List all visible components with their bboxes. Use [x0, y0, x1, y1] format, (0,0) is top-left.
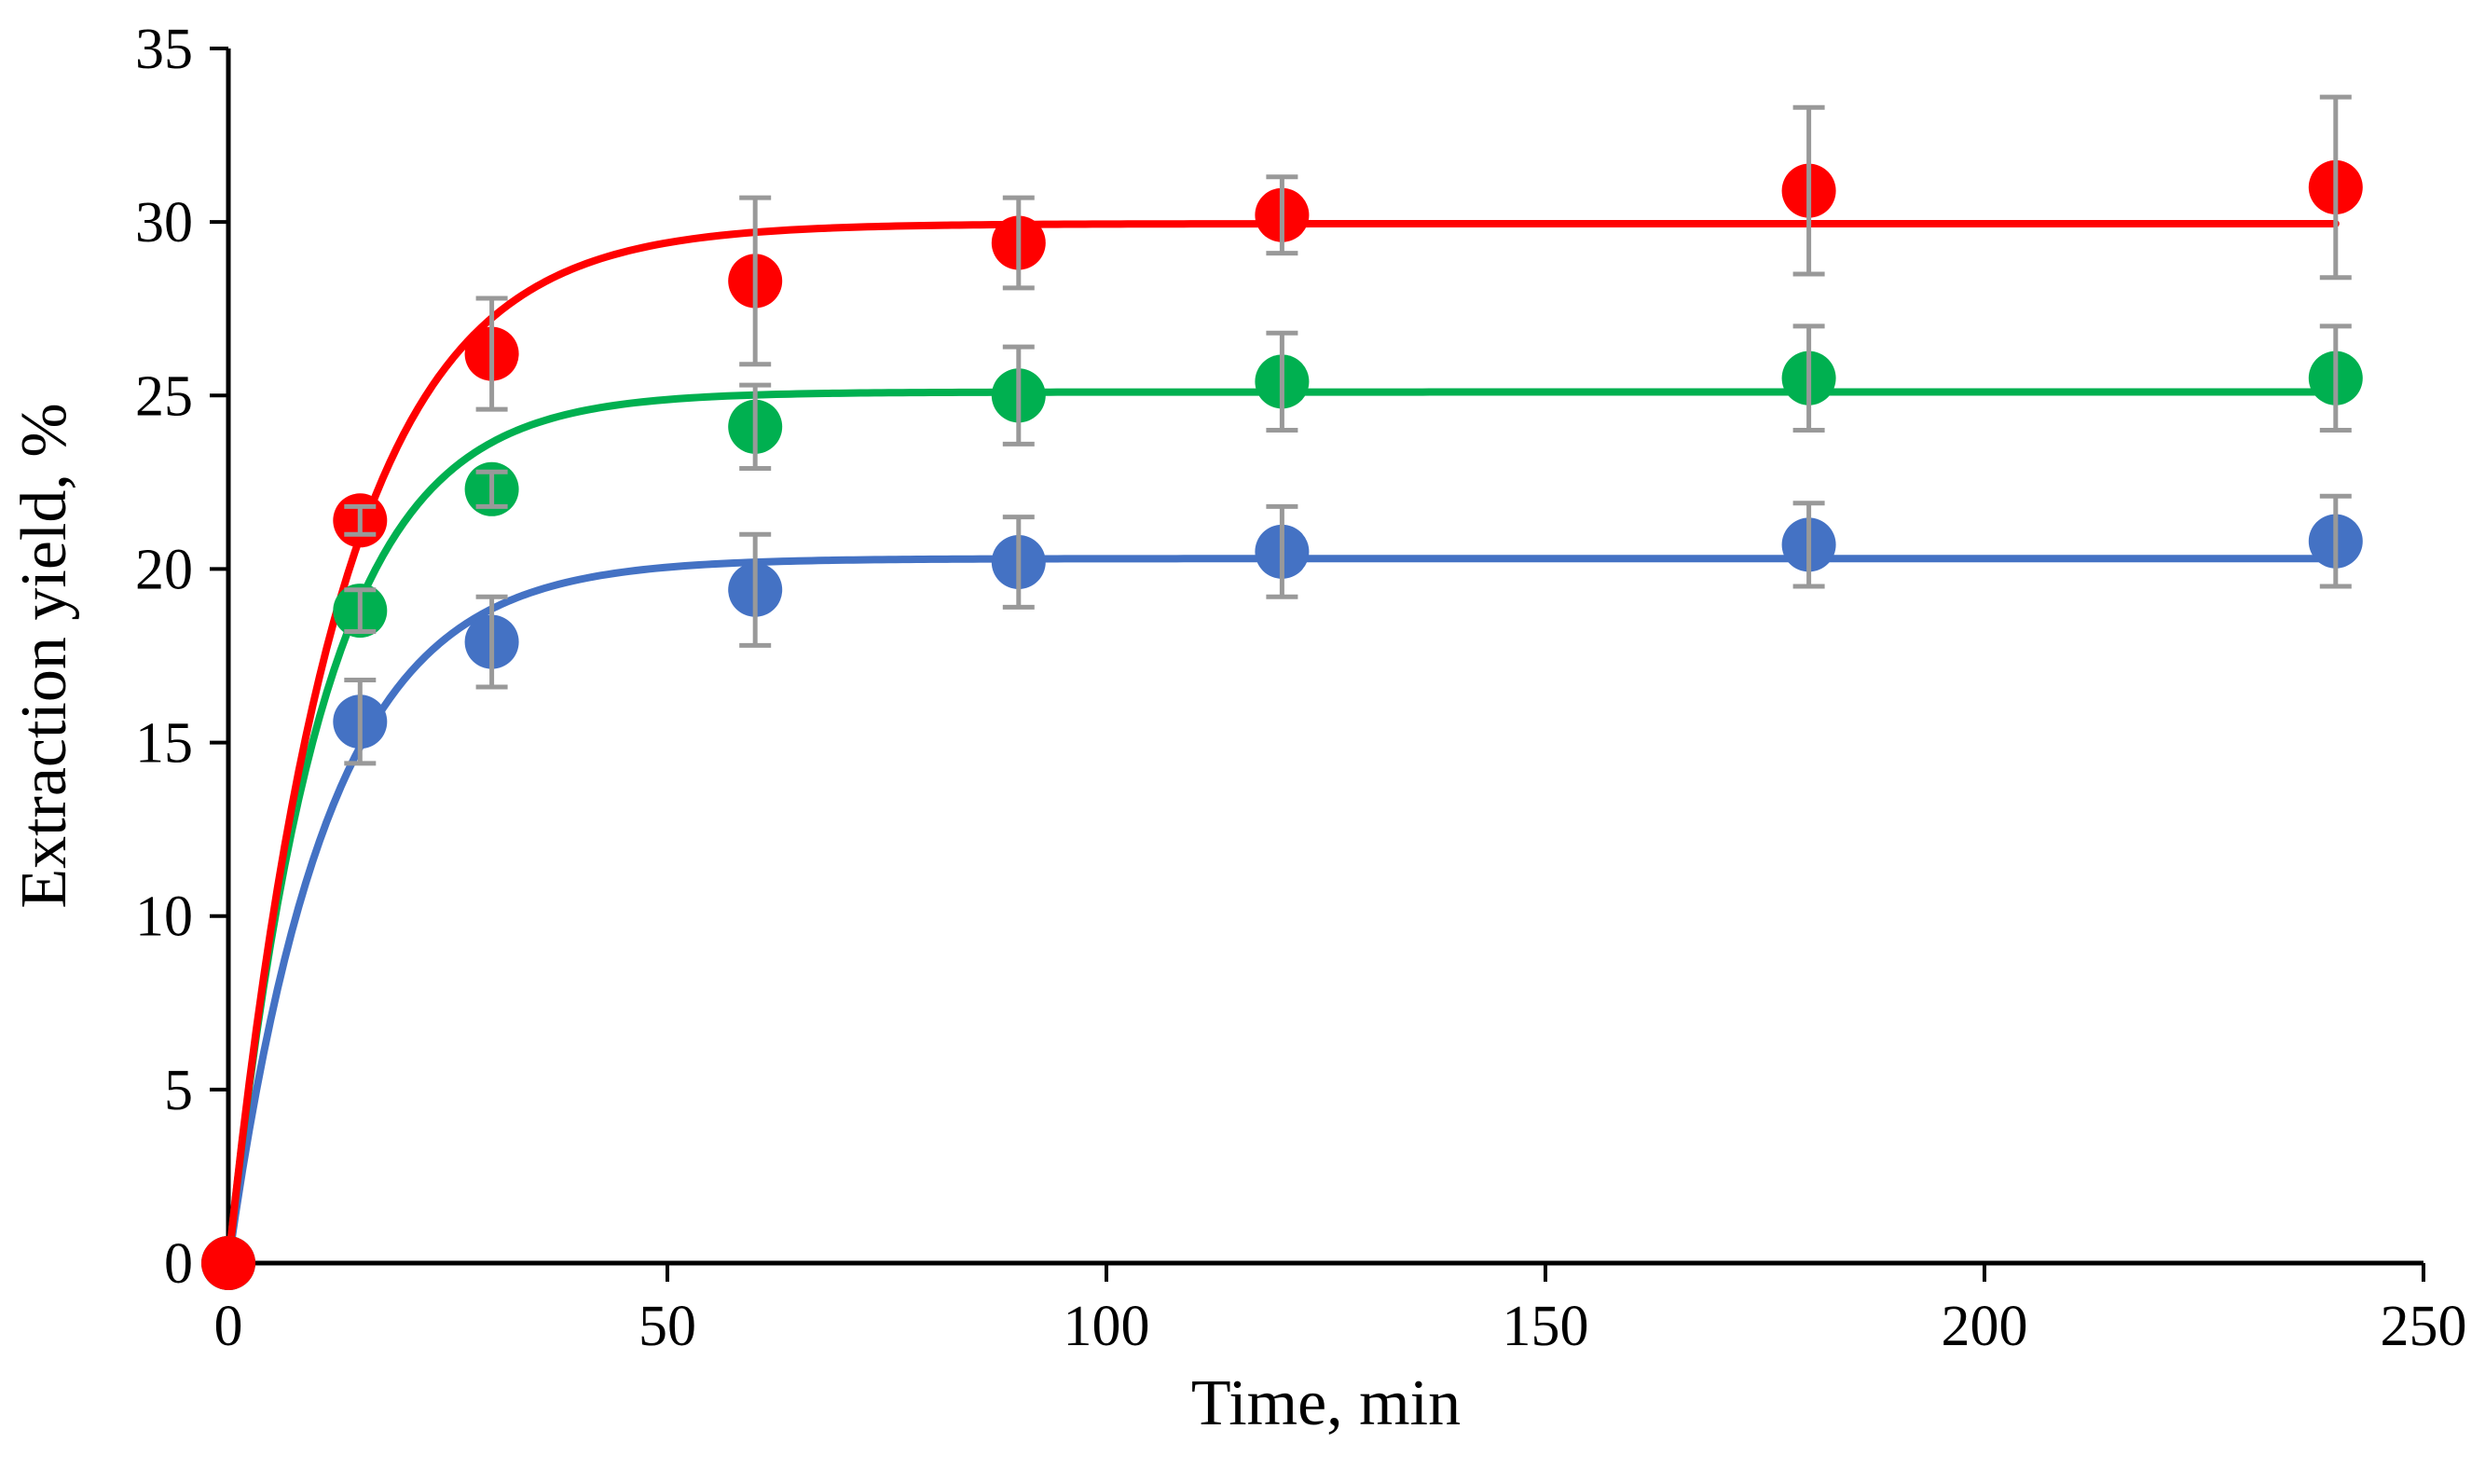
x-axis-title: Time, min: [1191, 1367, 1461, 1439]
x-tick-label: 200: [1942, 1295, 2028, 1358]
error-bar-blue: [475, 594, 508, 690]
error-bar-red: [1002, 195, 1035, 291]
error-bar-blue: [1266, 503, 1298, 599]
error-bar-blue: [344, 678, 377, 766]
point-red: [201, 1236, 255, 1290]
y-axis-title: Extraction yield, %: [8, 403, 80, 908]
y-tick-label: 10: [135, 886, 193, 949]
axes: 0 5 10 15 20 25 30 35 0 50 100 150 200 250: [135, 18, 2467, 1358]
error-bar-blue: [1792, 501, 1825, 589]
error-bar-blue: [739, 531, 772, 648]
error-bar-green: [2319, 323, 2352, 433]
error-bar-red: [1792, 104, 1825, 277]
x-tick-label: 50: [638, 1295, 696, 1358]
y-tick-label: 30: [135, 191, 193, 254]
error-bar-red: [739, 195, 772, 367]
data-points: [201, 159, 2363, 1290]
error-bar-green: [739, 382, 772, 471]
error-bar-green: [1266, 330, 1298, 433]
y-tick-label: 15: [135, 712, 193, 776]
error-bar-red: [1266, 174, 1298, 256]
fit-curve-blue: [225, 555, 2340, 1267]
y-tick-label: 20: [135, 538, 193, 601]
x-tick-label: 0: [214, 1295, 243, 1358]
x-tick-label: 150: [1503, 1295, 1589, 1358]
error-bar-green: [475, 469, 508, 509]
error-bar-green: [344, 587, 377, 634]
error-bar-green: [1792, 323, 1825, 433]
error-bar-green: [1002, 344, 1035, 447]
y-tick-label: 0: [164, 1232, 193, 1296]
y-tick-label: 25: [135, 364, 193, 428]
y-tick-label: 5: [164, 1059, 193, 1122]
error-bar-blue: [2319, 493, 2352, 589]
error-bar-red: [475, 295, 508, 412]
error-bar-red: [2319, 94, 2352, 281]
x-tick-label: 250: [2381, 1295, 2467, 1358]
x-tick-label: 100: [1064, 1295, 1150, 1358]
error-bar-red: [344, 503, 377, 537]
error-bar-blue: [1002, 515, 1035, 610]
error-bars: [344, 94, 2352, 766]
y-tick-label: 35: [135, 18, 193, 81]
